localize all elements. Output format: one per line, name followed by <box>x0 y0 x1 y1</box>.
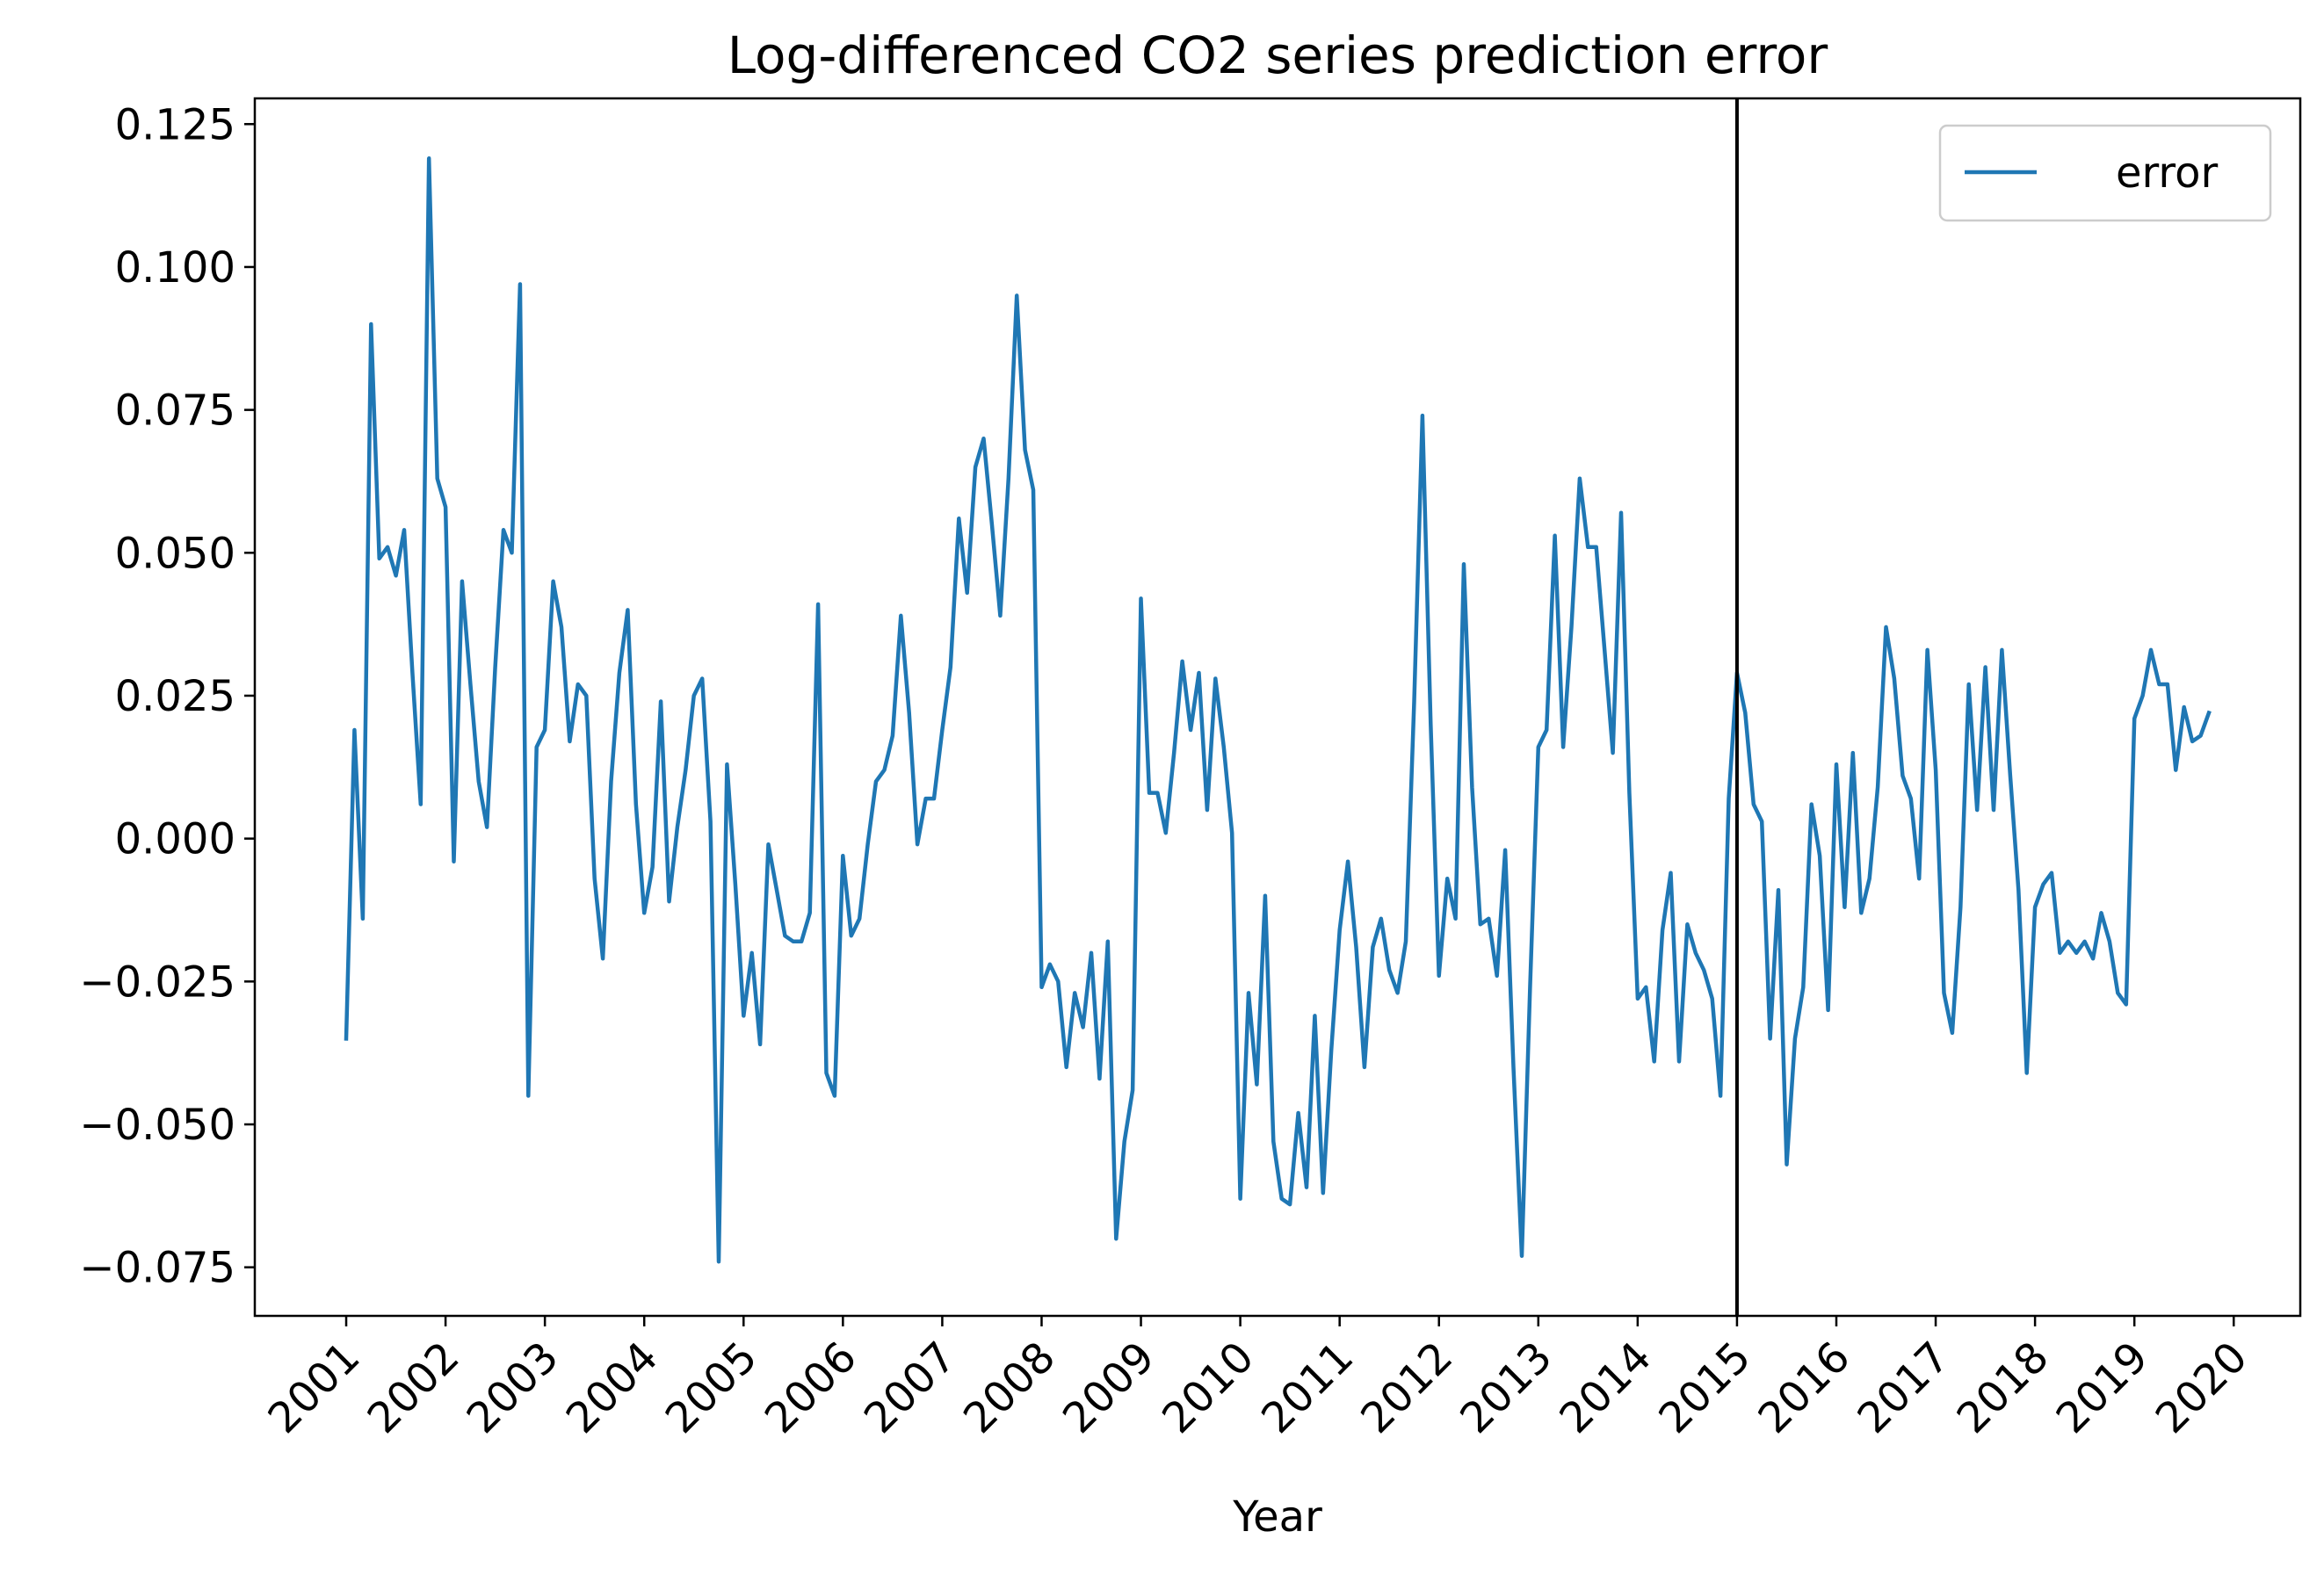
plot-area <box>253 97 2302 1318</box>
legend-label-error: error <box>2116 148 2218 198</box>
y-axis: −0.075 −0.050 −0.025 0.000 0.025 0.050 0.075 0.… <box>79 100 255 1293</box>
plot-frame <box>253 97 2302 1318</box>
x-axis-label: Year <box>1232 1492 1322 1542</box>
y-tick-label: −0.025 <box>79 957 235 1007</box>
chart-title: Log-differenced CO2 series prediction er… <box>728 25 1828 85</box>
y-tick-label: 0.000 <box>115 815 235 864</box>
legend-frame <box>1938 124 2272 222</box>
y-tick-label: 0.025 <box>115 672 235 721</box>
y-tick-label: 0.075 <box>115 387 235 436</box>
legend: error <box>1938 124 2272 222</box>
series-layer <box>344 156 2212 1264</box>
y-tick-label: 0.100 <box>115 243 235 293</box>
y-tick-label: −0.075 <box>79 1244 235 1293</box>
y-tick-label: 0.050 <box>115 529 235 578</box>
y-tick-label: 0.125 <box>115 100 235 149</box>
series-line-error <box>344 156 2212 1264</box>
y-tick-label: −0.050 <box>79 1101 235 1150</box>
